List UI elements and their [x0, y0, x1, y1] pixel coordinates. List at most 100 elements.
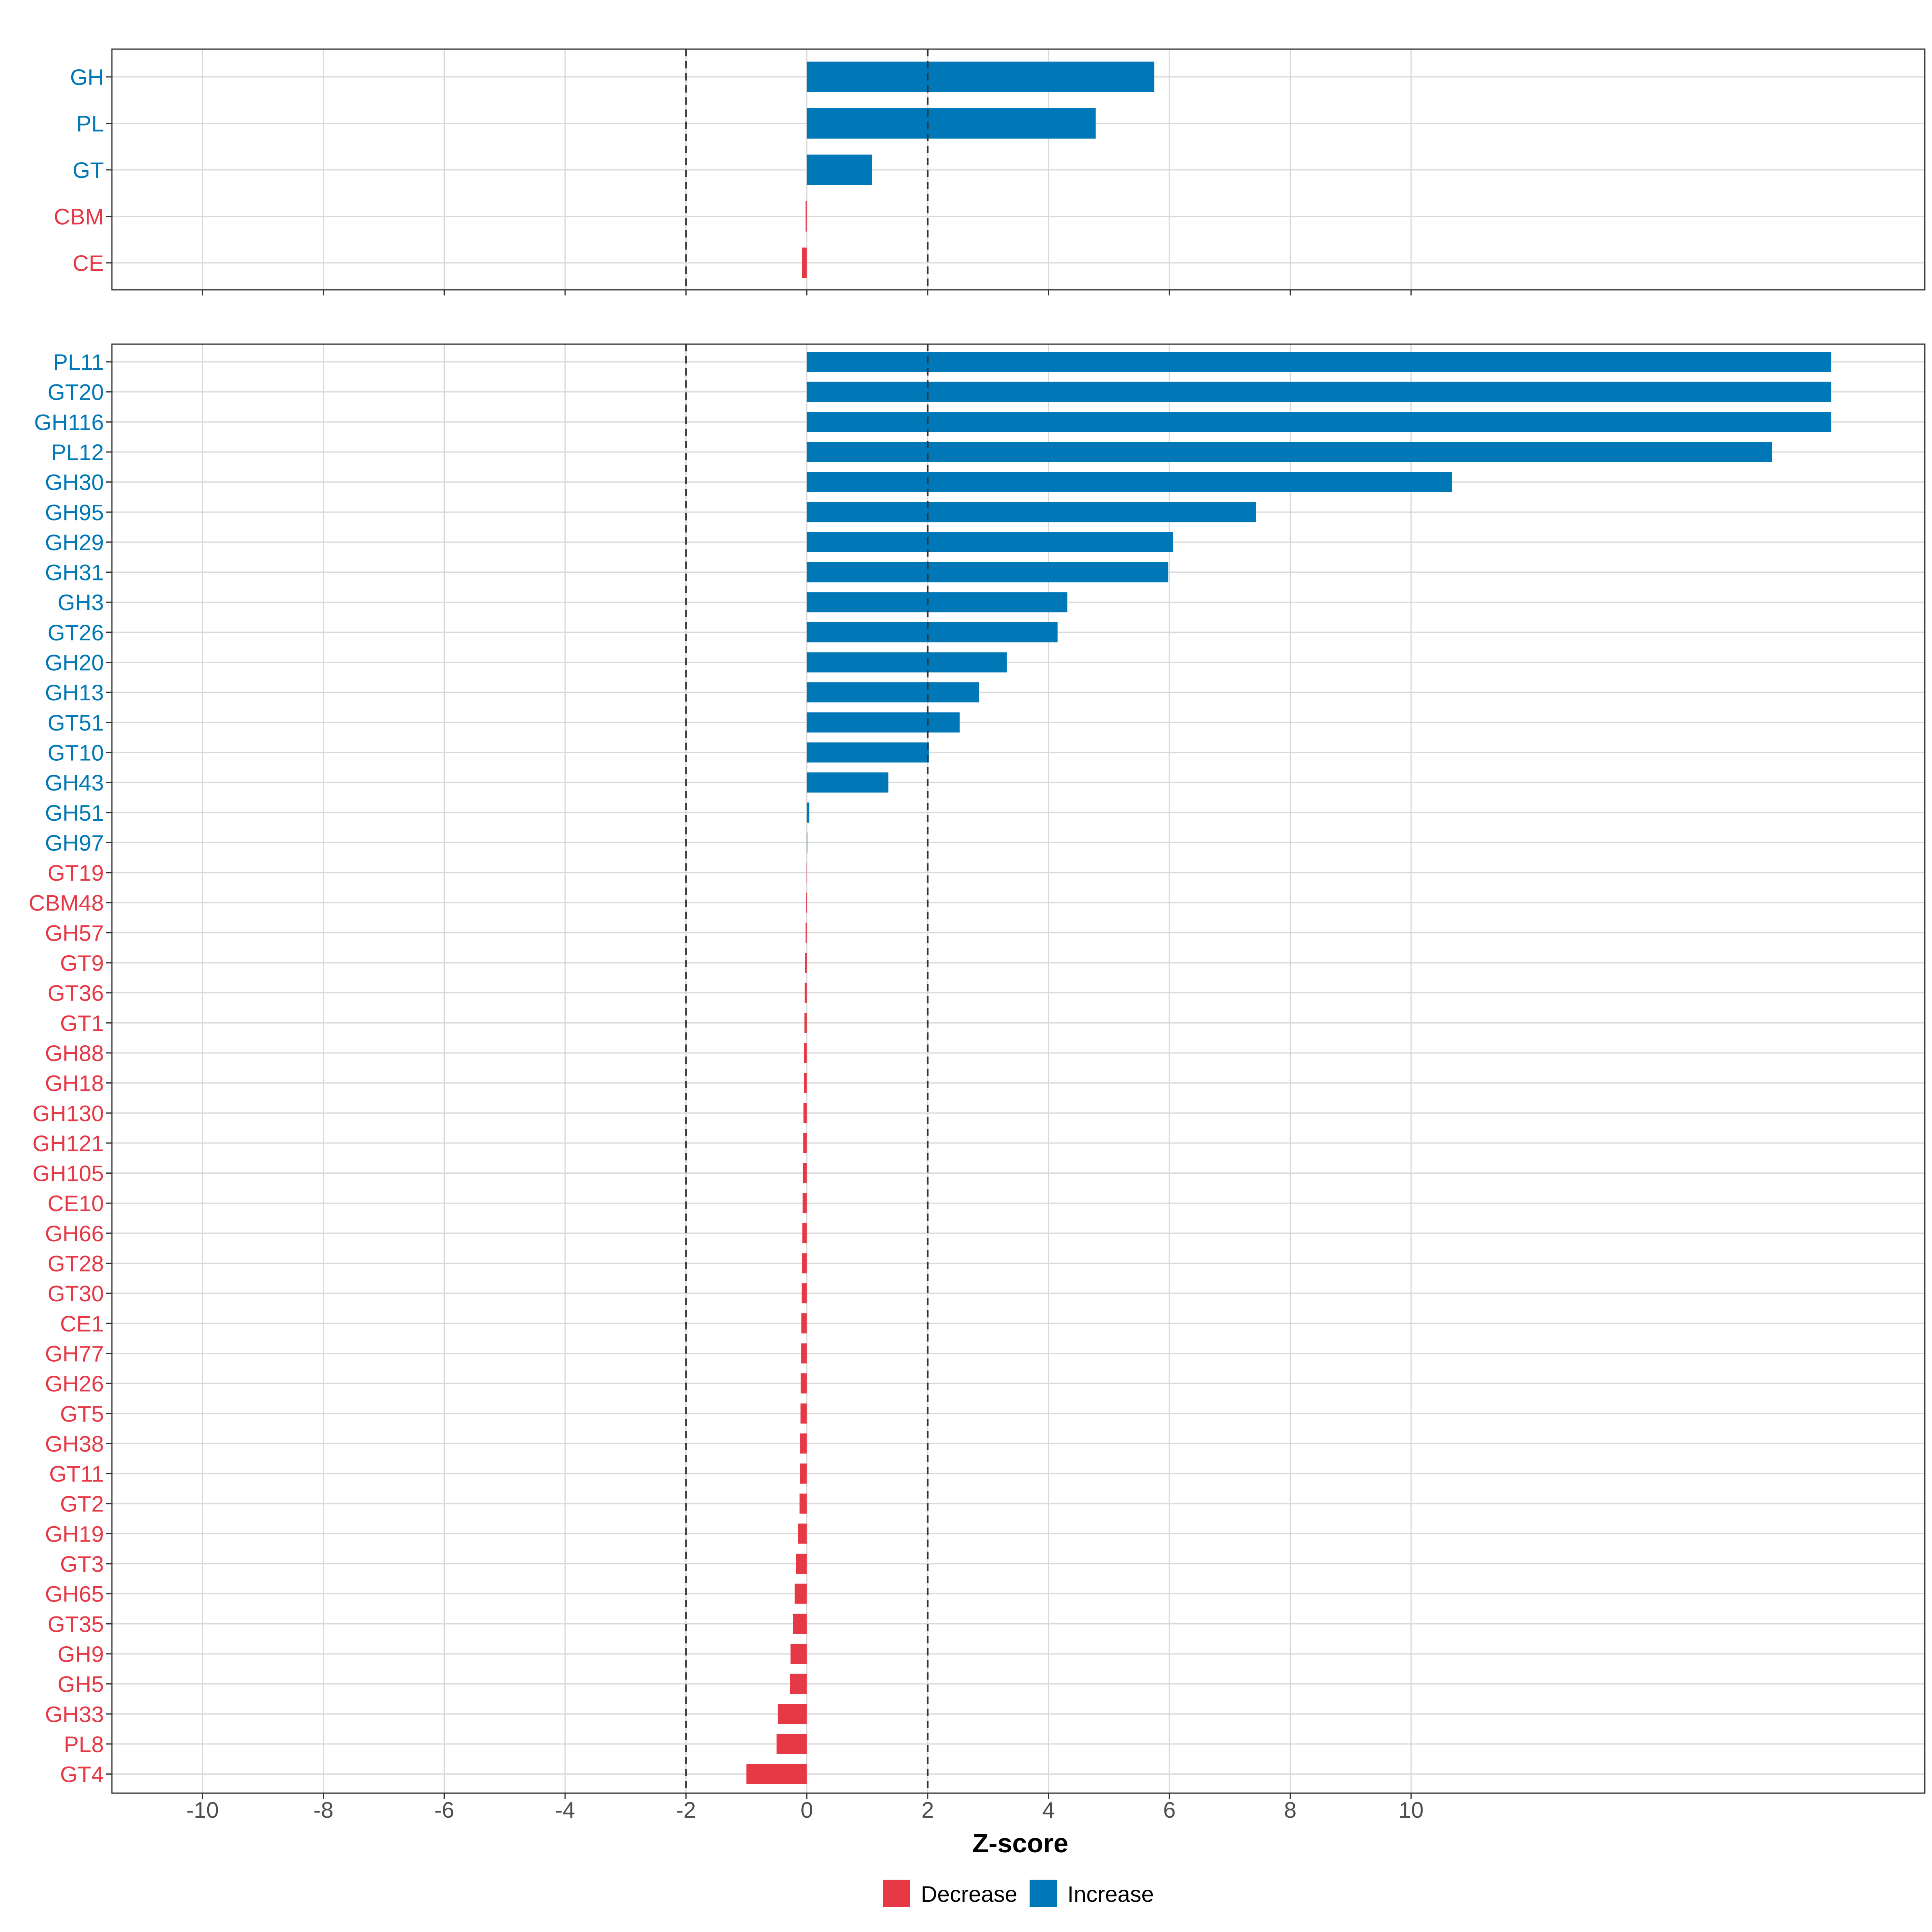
class-panel: GH PL GT CBM CE	[54, 48, 1926, 295]
category-label: GT20	[47, 380, 104, 405]
bar-gh38	[800, 1433, 807, 1454]
bar-gh43	[807, 772, 889, 793]
category-label: GH65	[45, 1581, 104, 1607]
x-tick-label: -4	[555, 1797, 575, 1823]
bar-gh51	[807, 802, 809, 823]
category-label: GH13	[45, 680, 104, 705]
bar-gt26	[807, 622, 1058, 642]
category-label: GH43	[45, 770, 104, 795]
x-axis-title: Z-score	[972, 1828, 1068, 1858]
category-label: GH88	[45, 1040, 104, 1066]
category-label: GH26	[45, 1371, 104, 1396]
category-label: CE	[72, 250, 104, 276]
category-label: GH3	[58, 590, 104, 615]
category-label: GT36	[47, 980, 104, 1006]
category-label: GH	[70, 64, 104, 90]
category-label: GT	[72, 157, 104, 183]
bar-gh13	[807, 682, 979, 703]
category-label: GH19	[45, 1521, 104, 1546]
bar-pl12	[807, 442, 1772, 462]
category-label: GT51	[47, 710, 104, 735]
category-label: CBM48	[29, 890, 104, 916]
category-label: GH38	[45, 1431, 104, 1456]
legend-label-increase: Increase	[1067, 1881, 1154, 1907]
bar-gt30	[801, 1283, 807, 1304]
bar-gh121	[803, 1133, 807, 1153]
category-label: PL12	[51, 440, 104, 465]
bar-gh	[807, 62, 1154, 92]
legend-swatch-decrease	[883, 1880, 910, 1907]
bar-cbm	[805, 201, 807, 232]
category-label: GH51	[45, 800, 104, 826]
bar-gt35	[793, 1614, 807, 1634]
category-label: GT35	[47, 1611, 104, 1637]
bar-gh97	[807, 832, 808, 853]
bar-gt36	[805, 983, 807, 1003]
x-tick-label: 4	[1042, 1797, 1055, 1823]
category-label: GT26	[47, 620, 104, 645]
bar-cbm48	[806, 892, 807, 913]
bar-gt	[807, 155, 872, 185]
category-label: GH121	[33, 1131, 104, 1156]
x-tick-label: -10	[186, 1797, 219, 1823]
category-label: GH18	[45, 1071, 104, 1096]
bar-gt51	[807, 712, 960, 733]
category-label: GT5	[60, 1401, 104, 1426]
category-label: GH9	[58, 1641, 104, 1667]
bar-gh9	[790, 1643, 807, 1664]
bar-gt9	[805, 953, 807, 973]
category-label: GH31	[45, 560, 104, 585]
bar-gh30	[807, 472, 1452, 492]
x-tick-label: 10	[1399, 1797, 1424, 1823]
bar-gh5	[790, 1674, 807, 1694]
bar-gh88	[804, 1042, 807, 1063]
bar-pl8	[776, 1734, 807, 1754]
category-label: GH5	[58, 1672, 104, 1697]
bar-gh77	[801, 1343, 807, 1364]
bar-gt3	[796, 1554, 807, 1574]
category-label: PL8	[64, 1732, 104, 1757]
bar-gt11	[800, 1463, 807, 1484]
category-label: GT2	[60, 1491, 104, 1517]
bar-gh65	[795, 1583, 807, 1604]
bar-ce1	[801, 1313, 807, 1333]
x-tick-label: -6	[434, 1797, 454, 1823]
bar-gh105	[803, 1163, 807, 1183]
bar-gh19	[798, 1523, 807, 1544]
bar-gt4	[746, 1764, 807, 1784]
bar-gh3	[807, 592, 1067, 613]
bar-gt10	[807, 742, 929, 763]
bar-gt28	[802, 1253, 807, 1274]
bar-gh26	[801, 1373, 807, 1394]
x-tick-label: -8	[314, 1797, 334, 1823]
bar-pl11	[807, 352, 1831, 372]
bar-gt5	[800, 1403, 807, 1424]
bar-pl	[807, 108, 1096, 139]
category-label: GT30	[47, 1281, 104, 1306]
category-label: CE10	[47, 1191, 104, 1216]
category-label: PL11	[53, 349, 104, 375]
category-label: GH57	[45, 920, 104, 945]
bar-gt2	[799, 1493, 807, 1514]
category-label: GH29	[45, 530, 104, 555]
panel-border	[111, 343, 1926, 1794]
category-label: GH77	[45, 1341, 104, 1366]
category-label: CBM	[54, 204, 104, 229]
category-label: GT28	[47, 1251, 104, 1276]
x-tick-label: 0	[801, 1797, 813, 1823]
bar-gh31	[807, 562, 1168, 582]
category-label: GH95	[45, 500, 104, 525]
category-label: GT10	[47, 740, 104, 765]
category-label: GH97	[45, 830, 104, 855]
category-label: PL	[76, 111, 104, 136]
category-label: GH30	[45, 470, 104, 495]
bar-gh130	[803, 1103, 807, 1123]
category-label: GT3	[60, 1551, 104, 1577]
category-label: CE1	[60, 1311, 104, 1336]
category-label: GH33	[45, 1701, 104, 1727]
bar-gt20	[807, 382, 1831, 402]
bar-gh29	[807, 532, 1173, 552]
x-tick-label: 8	[1284, 1797, 1296, 1823]
category-label: GT11	[49, 1461, 104, 1486]
